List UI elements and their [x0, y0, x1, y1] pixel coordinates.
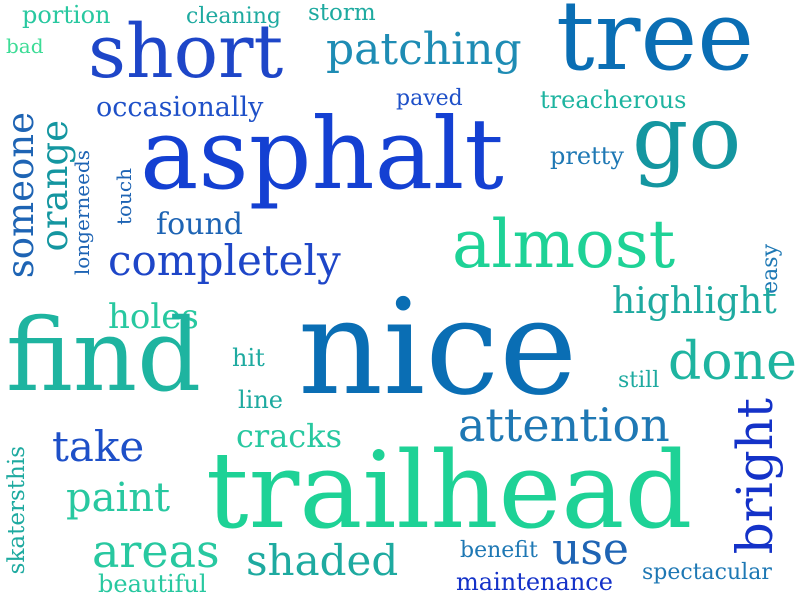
word-beautiful: beautiful: [98, 570, 207, 598]
word-found: found: [156, 207, 244, 242]
word-nice: nice: [298, 271, 578, 425]
word-trailhead: trailhead: [206, 429, 693, 552]
word-orange: orange: [33, 120, 76, 252]
word-shaded: shaded: [246, 536, 399, 585]
word-longerneeds: longerneeds: [70, 150, 94, 276]
word-pretty: pretty: [550, 142, 624, 170]
word-patching: patching: [326, 24, 522, 75]
word-storm: storm: [308, 0, 376, 26]
word-short: short: [88, 9, 284, 95]
word-done: done: [668, 332, 797, 392]
word-go: go: [632, 86, 742, 189]
word-touch: touch: [112, 168, 136, 226]
word-spectacular: spectacular: [642, 560, 772, 585]
word-still: still: [618, 368, 660, 393]
word-treacherous: treacherous: [540, 86, 687, 114]
word-cleaning: cleaning: [186, 4, 281, 29]
word-find: find: [6, 297, 202, 414]
word-take: take: [52, 422, 145, 471]
word-completely: completely: [108, 236, 341, 285]
word-cracks: cracks: [236, 417, 343, 455]
word-line: line: [238, 386, 284, 414]
word-benefit: benefit: [460, 538, 538, 563]
word-attention: attention: [458, 398, 670, 452]
word-hit: hit: [232, 344, 265, 372]
word-holes: holes: [108, 297, 199, 337]
word-areas: areas: [92, 524, 220, 578]
word-occasionally: occasionally: [96, 92, 264, 123]
word-portion: portion: [22, 1, 111, 29]
word-paint: paint: [66, 475, 171, 521]
word-skatersthis: skatersthis: [4, 446, 30, 575]
word-bright: bright: [726, 398, 784, 555]
word-use: use: [552, 524, 629, 575]
word-asphalt: asphalt: [140, 98, 504, 212]
word-maintenance: maintenance: [456, 568, 613, 596]
word-bad: bad: [6, 34, 44, 58]
word-almost: almost: [452, 206, 676, 283]
word-tree: tree: [556, 0, 755, 92]
word-paved: paved: [396, 86, 463, 111]
word-highlight: highlight: [612, 281, 777, 322]
